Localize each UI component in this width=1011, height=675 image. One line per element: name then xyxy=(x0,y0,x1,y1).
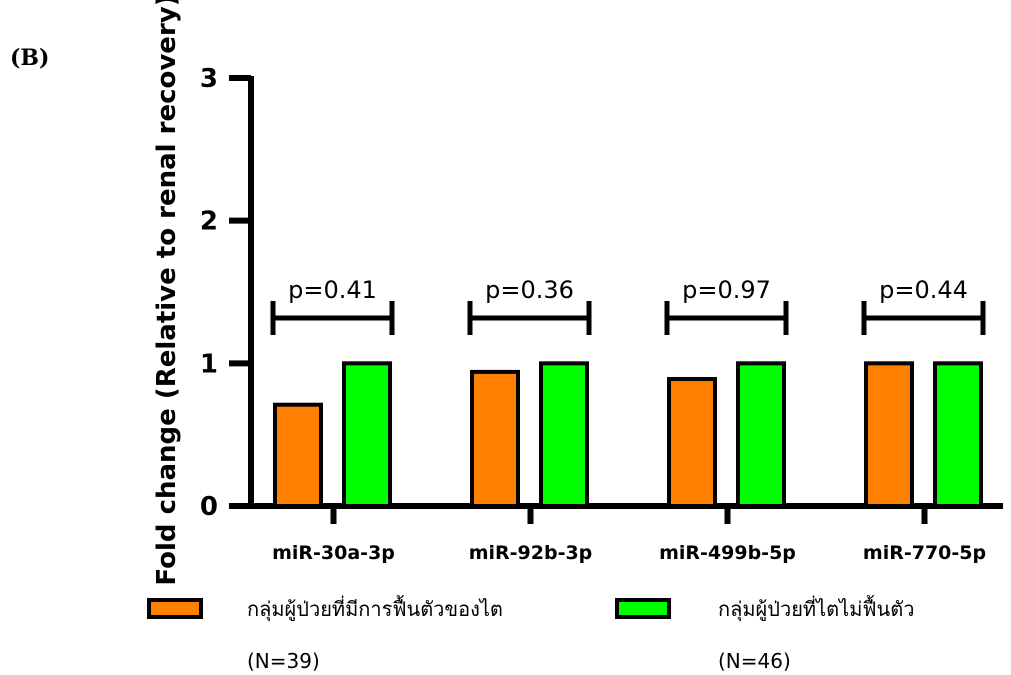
p-value-label: p=0.36 xyxy=(485,276,574,304)
y-tick-label: 0 xyxy=(200,492,218,522)
bar xyxy=(541,363,587,506)
p-value-label: p=0.41 xyxy=(288,276,377,304)
x-tick-label: miR-499b-5p xyxy=(659,542,796,564)
legend: กลุ่มผู้ป่วยที่มีการฟื้นตัวของไต (N=39) กล… xyxy=(149,595,914,673)
significance-annotations: p=0.41 p=0.36 p=0.97 p=0.44 xyxy=(273,276,983,335)
bar xyxy=(472,372,518,506)
y-tick-label: 2 xyxy=(200,207,218,237)
legend-label: กลุ่มผู้ป่วยที่ไตไม่ฟื้นตัว xyxy=(718,595,914,622)
bar xyxy=(275,405,321,506)
y-tick-label: 1 xyxy=(200,349,218,379)
legend-label: กลุ่มผู้ป่วยที่มีการฟื้นตัวของไต xyxy=(247,595,503,622)
x-tick-label: miR-770-5p xyxy=(863,542,986,564)
p-value-label: p=0.97 xyxy=(682,276,771,304)
legend-n-label: (N=39) xyxy=(247,649,320,673)
bar xyxy=(935,363,981,506)
panel-label: (B) xyxy=(10,45,49,71)
legend-n-label: (N=46) xyxy=(718,649,791,673)
x-tick-label: miR-30a-3p xyxy=(272,542,395,564)
y-tick-label: 3 xyxy=(200,64,218,94)
y-axis-label: Fold change (Relative to renal recovery) xyxy=(152,0,182,586)
bar xyxy=(866,363,912,506)
bar xyxy=(669,379,715,506)
p-value-label: p=0.44 xyxy=(879,276,968,304)
bars xyxy=(275,363,981,506)
x-tick-label: miR-92b-3p xyxy=(469,542,593,564)
bar xyxy=(738,363,784,506)
bar xyxy=(344,363,390,506)
legend-swatch xyxy=(617,600,669,617)
legend-swatch xyxy=(149,600,201,617)
